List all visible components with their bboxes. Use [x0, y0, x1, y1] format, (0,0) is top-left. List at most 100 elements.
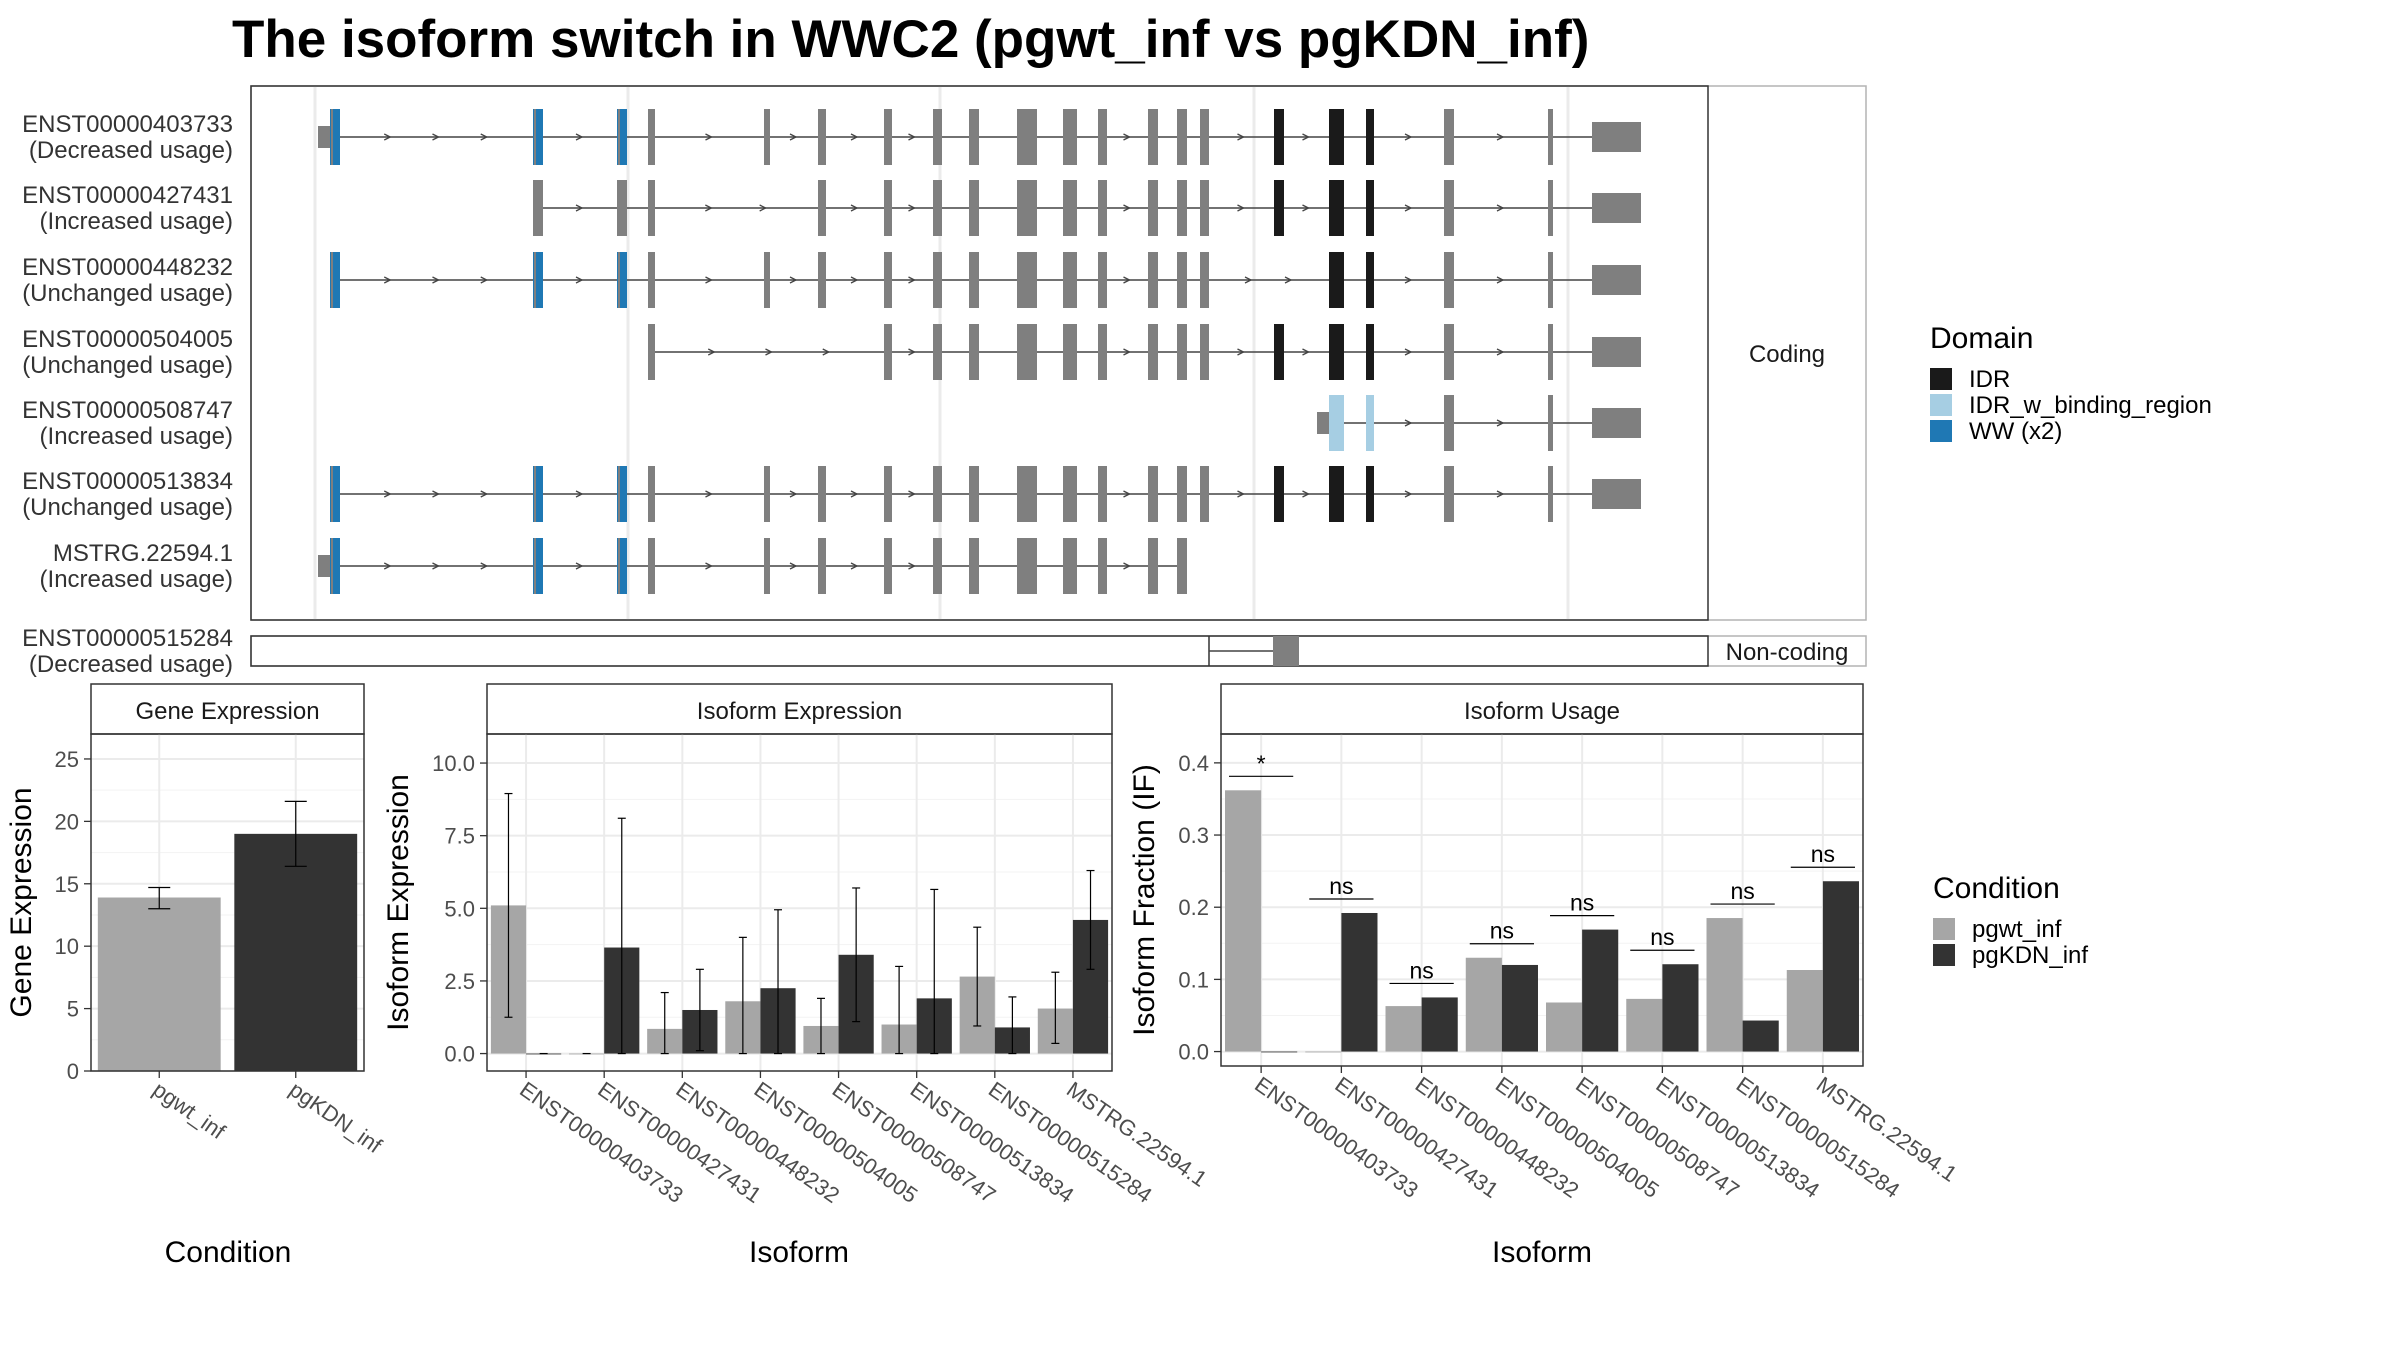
- intron-arrow: [432, 490, 440, 498]
- condition-legend-swatch: [1933, 944, 1955, 966]
- exon-box: [1017, 109, 1037, 165]
- isoform-usage-label: (Decreased usage): [29, 137, 233, 164]
- exon-box: [1329, 109, 1344, 165]
- intron-arrow: [908, 490, 916, 498]
- intron-arrow: [1302, 204, 1310, 212]
- isoform-usage-label: (Increased usage): [40, 423, 233, 450]
- exon-box: [1329, 324, 1344, 380]
- bar-pgKDN_inf: [1582, 929, 1619, 1052]
- exon-box: [330, 538, 340, 594]
- exon-edge: [331, 252, 333, 308]
- intron-arrow: [789, 490, 798, 498]
- intron-arrow: [908, 348, 916, 356]
- isoform-usage-chart: Isoform Usage * ns ns ns ns ns ns ns 0.0 0.1 0.2 0.3…: [1128, 683, 1962, 1269]
- isoform-id-label: ENST00000448232: [22, 254, 233, 281]
- y-tick-label: 0: [67, 1059, 79, 1084]
- exon-box: [1444, 180, 1454, 236]
- exon-box: [1200, 109, 1209, 165]
- utr3-box: [1592, 408, 1641, 438]
- exon-box: [1366, 180, 1374, 236]
- exon-box: [1098, 109, 1107, 165]
- x-axis-title: Isoform: [1492, 1236, 1592, 1269]
- exon-box: [764, 538, 770, 594]
- exon-box: [818, 538, 826, 594]
- exon-box: [1063, 538, 1077, 594]
- exon-box: [1548, 466, 1553, 522]
- isoform-row: ENST00000427431(Increased usage): [22, 180, 1641, 236]
- bar-pgwt_inf: [1465, 957, 1502, 1052]
- exon-edge: [331, 538, 333, 594]
- exon-box: [330, 252, 340, 308]
- exon-box: [884, 180, 892, 236]
- panel-border: [1220, 733, 1864, 1067]
- intron-arrow: [789, 562, 798, 570]
- exon-edge: [618, 538, 620, 594]
- panel-border: [90, 733, 365, 1072]
- intron-arrow: [705, 490, 713, 498]
- domain-legend-swatch: [1930, 368, 1952, 390]
- intron-arrow: [850, 490, 859, 498]
- intron-arrow: [1123, 133, 1131, 141]
- isoform-row: ENST00000508747(Increased usage): [22, 395, 1641, 451]
- bar-pgKDN_inf: [1501, 964, 1538, 1052]
- intron-arrow: [1404, 348, 1413, 356]
- intron-arrow: [1404, 419, 1413, 427]
- intron-arrow: [575, 562, 584, 570]
- exon-box: [1329, 395, 1344, 451]
- utr5-box: [318, 126, 331, 148]
- y-axis-title: Gene Expression: [5, 787, 38, 1017]
- intron-arrow: [1123, 562, 1131, 570]
- intron-arrow: [432, 562, 440, 570]
- utr3-box: [1592, 265, 1641, 295]
- x-axis-title: Isoform: [749, 1236, 849, 1269]
- isoform-id-label: ENST00000508747: [22, 397, 233, 424]
- bar-pgKDN_inf: [1341, 912, 1378, 1052]
- intron-arrow: [850, 204, 859, 212]
- intron-arrow: [765, 348, 773, 356]
- exon-box: [818, 466, 826, 522]
- bar-pgKDN_inf: [1742, 1020, 1779, 1052]
- exon-edge: [331, 466, 333, 522]
- intron-arrow: [1237, 204, 1245, 212]
- panel-strip: [1220, 683, 1864, 735]
- exon-box: [1148, 109, 1158, 165]
- intron-arrow: [705, 133, 713, 141]
- intron-arrow: [822, 348, 831, 356]
- chart-title: Gene Expression: [135, 698, 319, 725]
- exon-box: [1444, 466, 1454, 522]
- isoform-row: ENST00000504005(Unchanged usage): [22, 324, 1641, 380]
- y-tick-label: 10: [55, 934, 79, 959]
- exon-box: [1098, 180, 1107, 236]
- exon-box: [969, 109, 979, 165]
- exon-box: [330, 109, 340, 165]
- exon-box: [1444, 109, 1454, 165]
- intron-arrow: [1496, 348, 1505, 356]
- coding-strip-label: Coding: [1749, 341, 1825, 368]
- significance-label: ns: [1490, 918, 1514, 944]
- exon-box: [1098, 252, 1107, 308]
- chart-title: Isoform Usage: [1464, 698, 1620, 725]
- exon-box: [1444, 395, 1454, 451]
- exon-box: [1098, 466, 1107, 522]
- noncoding-usage-label: (Decreased usage): [29, 651, 233, 678]
- significance-label: ns: [1409, 957, 1433, 983]
- bar-pgKDN_inf: [1822, 881, 1859, 1052]
- significance-label: ns: [1570, 890, 1594, 916]
- intron-arrow: [1404, 133, 1413, 141]
- y-tick-label: 0.4: [1178, 751, 1209, 776]
- y-tick-label: 0.0: [1178, 1040, 1209, 1065]
- y-tick-label: 0.3: [1178, 823, 1209, 848]
- bar-pgwt_inf: [1626, 998, 1663, 1052]
- intron-arrow: [1404, 204, 1413, 212]
- isoform-usage-label: (Increased usage): [40, 208, 233, 235]
- y-axis-title: Isoform Expression: [382, 774, 415, 1031]
- domain-legend-label: WW (x2): [1969, 418, 2062, 445]
- exon-box: [1098, 324, 1107, 380]
- exon-box: [1548, 180, 1553, 236]
- exon-box: [933, 466, 942, 522]
- exon-box: [969, 180, 979, 236]
- exon-edge: [534, 538, 536, 594]
- intron-arrow: [575, 276, 584, 284]
